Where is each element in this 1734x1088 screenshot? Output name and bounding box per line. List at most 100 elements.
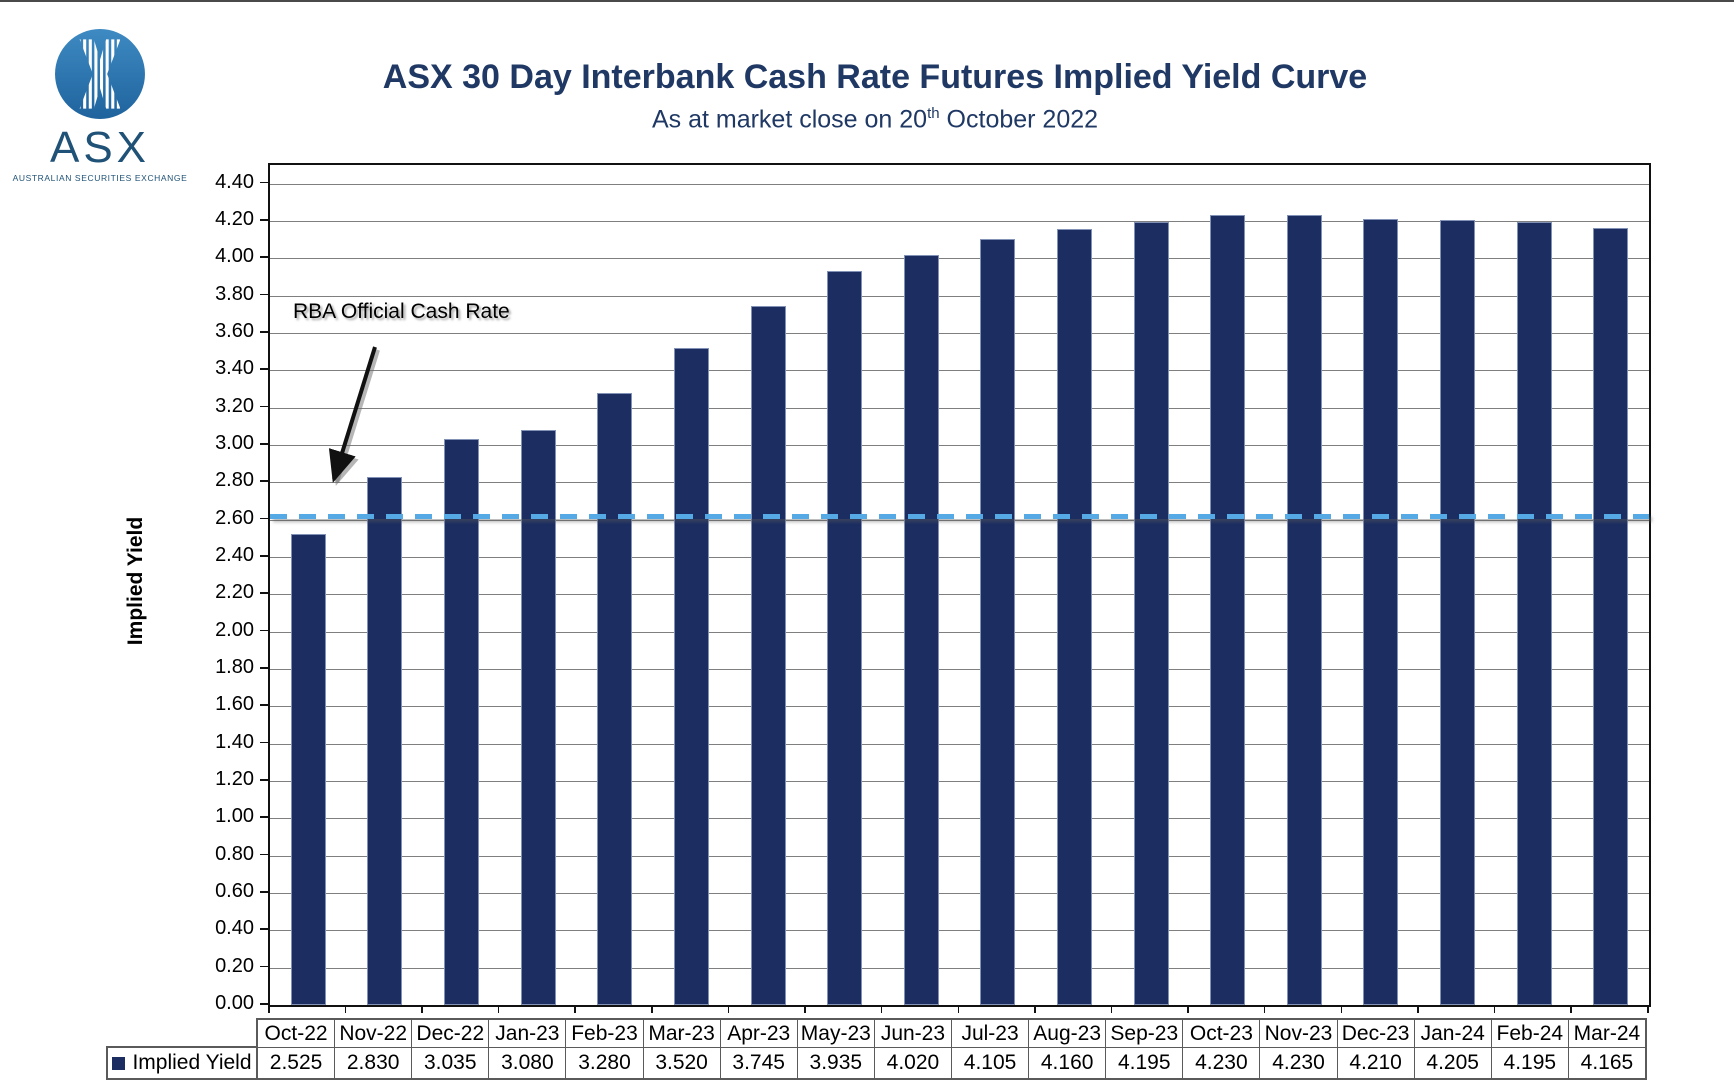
gridline: [270, 557, 1649, 558]
gridline: [270, 333, 1649, 334]
y-tick-label: 4.40: [215, 170, 254, 193]
y-tick-mark: [260, 555, 268, 557]
y-tick-label: 2.80: [215, 469, 254, 492]
subtitle-prefix: As at market close on 20: [651, 105, 928, 134]
table-month-cell: Jan-24: [1414, 1020, 1491, 1047]
y-tick-mark: [260, 741, 268, 744]
table-month-cell: Sep-23: [1106, 1020, 1183, 1047]
table-value-cell: 2.830: [335, 1048, 412, 1078]
y-tick-label: 0.80: [215, 842, 254, 865]
x-tick-mark: [1647, 1005, 1649, 1013]
x-tick-mark: [344, 1005, 347, 1013]
y-tick-mark: [260, 779, 268, 781]
bar-Jan-23: [520, 430, 556, 1005]
x-tick-mark: [421, 1005, 423, 1013]
bar-Mar-24: [1593, 227, 1629, 1005]
x-tick-mark: [574, 1005, 576, 1013]
table-month-cell: Feb-24: [1491, 1020, 1568, 1047]
table-month-cell: Aug-23: [1029, 1020, 1106, 1047]
y-tick-mark: [260, 181, 268, 184]
table-value-cell: 4.105: [952, 1048, 1029, 1078]
y-tick-mark: [260, 405, 268, 408]
y-tick-label: 0.00: [215, 992, 254, 1014]
gridline: [270, 706, 1649, 708]
y-axis-title: Implied Yield: [124, 516, 147, 646]
table-value-cell: 4.205: [1414, 1048, 1491, 1078]
subtitle-ordinal: th: [927, 105, 940, 122]
table-value-cell: 4.020: [874, 1048, 951, 1078]
gridline: [270, 258, 1649, 260]
gridline: [270, 818, 1649, 820]
y-tick-label: 2.00: [215, 618, 254, 641]
bar-Sep-23: [1133, 221, 1169, 1005]
y-tick-label: 3.40: [215, 357, 254, 380]
bar-Mar-23: [673, 347, 709, 1005]
y-tick-label: 4.00: [215, 245, 254, 268]
y-tick-label: 2.40: [215, 544, 254, 566]
gridline: [270, 594, 1649, 596]
y-tick-mark: [260, 853, 268, 856]
x-tick-mark: [1570, 1005, 1572, 1013]
y-tick-label: 1.00: [215, 805, 254, 828]
table-value-cell: 3.035: [412, 1048, 489, 1078]
bar-Nov-23: [1286, 215, 1322, 1005]
table-value-cell: 3.520: [643, 1048, 720, 1078]
x-tick-mark: [1493, 1005, 1496, 1013]
table-month-cell: Mar-24: [1568, 1020, 1645, 1047]
gridline: [270, 370, 1649, 372]
y-tick-mark: [260, 219, 268, 221]
chart-subtitle: As at market close on 20th October 2022: [16, 105, 1734, 134]
table-month-cell: Dec-23: [1337, 1020, 1414, 1047]
table-month-cell: Feb-23: [566, 1020, 643, 1047]
table-value-cell: 3.745: [720, 1048, 797, 1078]
chart-title: ASX 30 Day Interbank Cash Rate Futures I…: [382, 58, 1368, 96]
rba-cash-rate-annotation: RBA Official Cash Rate: [293, 300, 510, 323]
y-tick-label: 3.80: [215, 282, 254, 305]
y-tick-label: 3.00: [215, 432, 254, 454]
y-tick-mark: [260, 443, 268, 445]
table-month-cell: Jun-23: [874, 1020, 951, 1047]
y-tick-label: 4.20: [215, 208, 254, 230]
gridline: [270, 930, 1649, 932]
gridline: [270, 183, 1649, 185]
y-tick-mark: [260, 1003, 268, 1005]
window-top-edge: [0, 0, 1734, 2]
y-tick-label: 0.20: [215, 954, 254, 977]
chart-header: ASX 30 Day Interbank Cash Rate Futures I…: [16, 58, 1734, 134]
x-tick-mark: [1110, 1005, 1113, 1013]
x-tick-mark: [268, 1005, 270, 1013]
x-tick-mark: [957, 1005, 959, 1013]
x-tick-mark: [880, 1005, 883, 1013]
bar-Aug-23: [1056, 228, 1092, 1005]
data-table: Oct-22 Nov-22 Dec-22 Jan-23 Feb-23 Mar-23 Apr-…: [256, 1018, 1647, 1080]
x-tick-mark: [1263, 1005, 1266, 1013]
y-tick-mark: [260, 704, 268, 706]
table-value-cell: 4.230: [1183, 1048, 1260, 1078]
gridline: [270, 669, 1649, 670]
y-tick-mark: [260, 256, 268, 258]
y-tick-label: 3.20: [215, 394, 254, 417]
table-month-cell: Dec-22: [412, 1020, 489, 1047]
y-tick-label: 2.20: [215, 581, 254, 604]
gridline: [270, 482, 1649, 484]
gridline: [270, 781, 1649, 782]
legend-key: Implied Yield: [106, 1046, 258, 1080]
y-tick-label: 0.60: [215, 880, 254, 902]
bar-May-23: [827, 270, 863, 1005]
y-tick-label: 0.40: [215, 917, 254, 940]
y-tick-mark: [260, 629, 268, 632]
x-tick-mark: [804, 1005, 806, 1013]
bar-Feb-24: [1516, 221, 1552, 1005]
bar-Feb-23: [597, 392, 633, 1005]
legend-label: Implied Yield: [132, 1051, 252, 1074]
table-month-cell: Jul-23: [952, 1020, 1029, 1047]
bar-Oct-23: [1210, 215, 1246, 1005]
table-value-cell: 4.195: [1106, 1048, 1183, 1078]
gridline: [270, 893, 1649, 894]
gridline: [270, 407, 1649, 409]
table-value-cell: 3.935: [797, 1048, 874, 1078]
x-tick-mark: [1187, 1005, 1189, 1013]
gridline: [270, 221, 1649, 222]
y-tick-mark: [260, 816, 268, 818]
